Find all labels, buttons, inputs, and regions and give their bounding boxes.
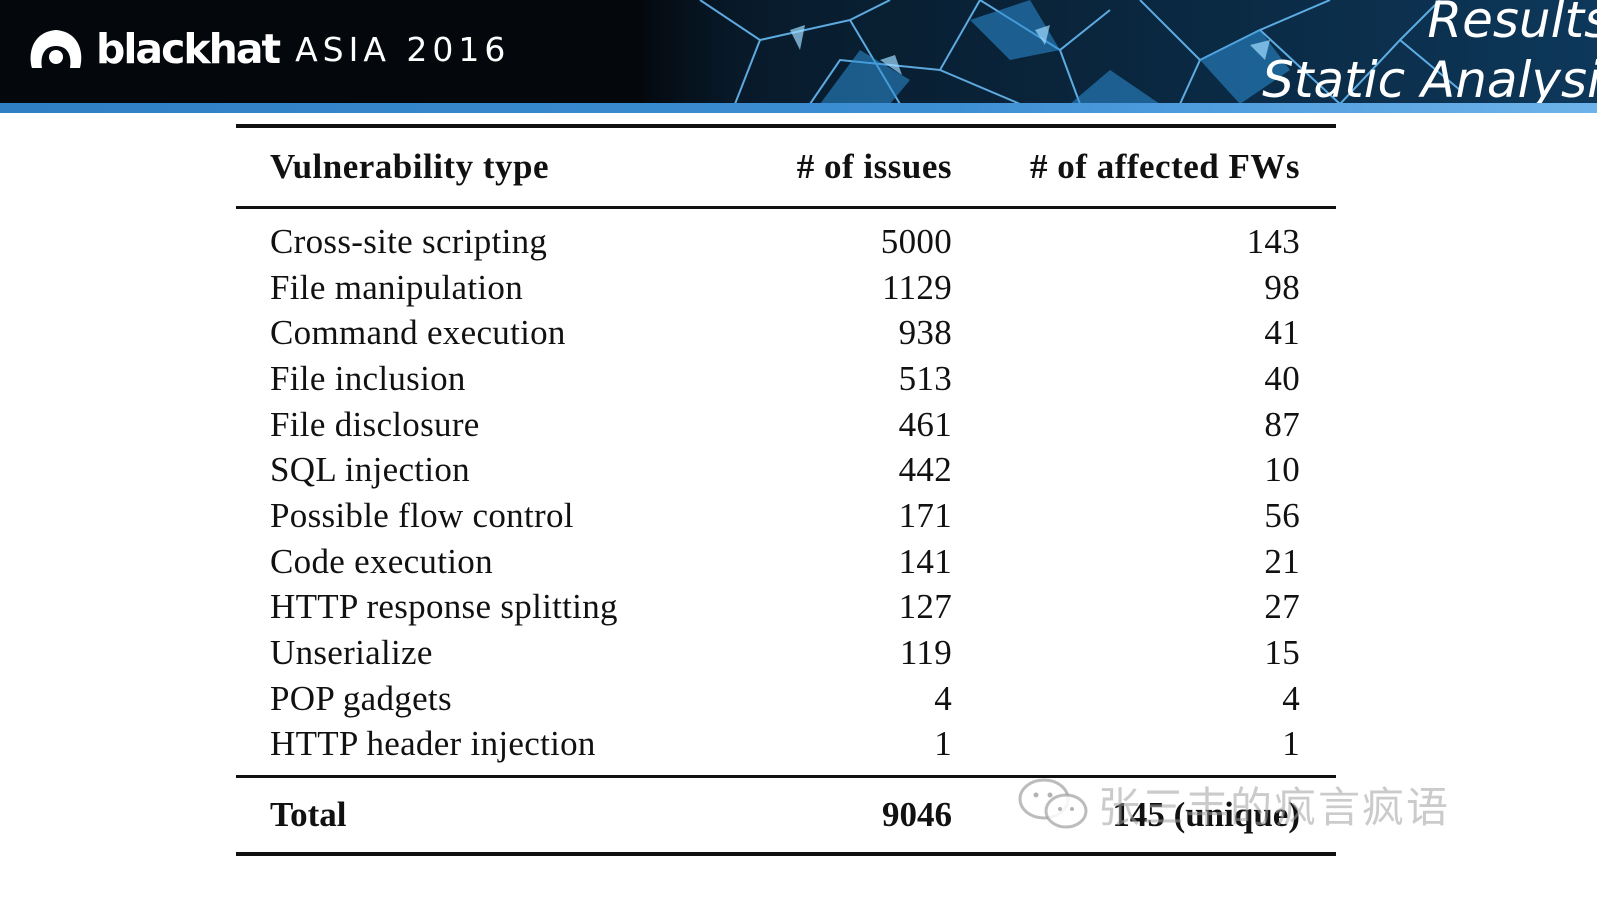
cell-type: File manipulation (270, 267, 523, 307)
table-row: HTTP response splitting 127 27 (236, 585, 1336, 631)
cell-fws: 21 (1264, 541, 1300, 581)
table-row: SQL injection 442 10 (236, 447, 1336, 493)
column-header-vulnerability-type: Vulnerability type (236, 124, 700, 209)
cell-fws: 143 (1246, 221, 1300, 261)
cell-issues: 1129 (882, 267, 952, 307)
slide-title-line1: Results: (1427, 0, 1597, 49)
cell-issues: 4 (934, 678, 952, 718)
cell-fws: 98 (1264, 267, 1300, 307)
cell-type: HTTP response splitting (270, 587, 618, 627)
blackhat-hat-icon (30, 30, 82, 68)
cell-fws: 1 (1282, 724, 1300, 764)
cell-fws: 56 (1264, 495, 1300, 535)
cell-issues: 442 (898, 450, 952, 490)
cell-type: POP gadgets (270, 678, 452, 718)
cell-type: Possible flow control (270, 495, 574, 535)
table-total-row: Total 9046 145 (unique) (236, 775, 1336, 857)
cell-fws: 10 (1264, 450, 1300, 490)
table-row: File disclosure 461 87 (236, 402, 1336, 448)
shattered-glass-graphic (640, 0, 1597, 104)
cell-fws: 40 (1264, 358, 1300, 398)
table-row: Code execution 141 21 (236, 539, 1336, 585)
vulnerability-results-table: Vulnerability type # of issues # of affe… (236, 124, 1336, 857)
brand-name: blackhat (96, 25, 281, 73)
results-table-container: Vulnerability type # of issues # of affe… (236, 124, 1336, 857)
cell-issues: 938 (898, 313, 952, 353)
table-row: Cross-site scripting 5000 143 (236, 208, 1336, 265)
cell-issues: 127 (898, 587, 952, 627)
cell-issues: 119 (899, 633, 952, 673)
slide-title-line2: Static Analysis (1262, 51, 1597, 109)
cell-issues: 513 (898, 358, 952, 398)
table-row: File inclusion 513 40 (236, 356, 1336, 402)
table-header-row: Vulnerability type # of issues # of affe… (236, 124, 1336, 209)
event-name: ASIA 2016 (295, 29, 511, 69)
total-label: Total (236, 775, 700, 857)
table-row: Possible flow control 171 56 (236, 493, 1336, 539)
table-row: File manipulation 1129 98 (236, 265, 1336, 311)
cell-issues: 171 (898, 495, 952, 535)
cell-type: Cross-site scripting (270, 221, 548, 261)
header-accent-stripe (0, 103, 1597, 113)
cell-issues: 141 (898, 541, 952, 581)
table-row: Command execution 938 41 (236, 310, 1336, 356)
slide-title: Results: Static Analysis (1262, 0, 1597, 110)
table-row: POP gadgets 4 4 (236, 676, 1336, 722)
column-header-issues: # of issues (700, 124, 952, 209)
table-row: HTTP header injection 1 1 (236, 722, 1336, 777)
cell-type: File inclusion (270, 358, 466, 398)
table-row: Unserialize 119 15 (236, 630, 1336, 676)
table-body: Cross-site scripting 5000 143 File manip… (236, 208, 1336, 777)
cell-fws: 87 (1264, 404, 1300, 444)
cell-type: SQL injection (270, 450, 470, 490)
cell-fws: 27 (1264, 587, 1300, 627)
cell-issues: 1 (934, 724, 952, 764)
column-header-affected-fws: # of affected FWs (952, 124, 1336, 209)
cell-fws: 41 (1264, 313, 1300, 353)
cell-issues: 5000 (880, 221, 952, 261)
blackhat-logo: blackhat ASIA 2016 (26, 24, 510, 74)
cell-issues: 461 (898, 404, 952, 444)
cell-fws: 4 (1282, 678, 1300, 718)
cell-fws: 15 (1264, 633, 1300, 673)
cell-type: HTTP header injection (270, 724, 596, 764)
slide-header: blackhat ASIA 2016 Results: Static Analy… (0, 0, 1597, 113)
total-issues: 9046 (700, 775, 952, 857)
total-fws: 145 (unique) (952, 775, 1336, 857)
cell-type: Code execution (270, 541, 493, 581)
cell-type: Unserialize (270, 633, 433, 673)
cell-type: Command execution (270, 313, 566, 353)
cell-type: File disclosure (270, 404, 480, 444)
